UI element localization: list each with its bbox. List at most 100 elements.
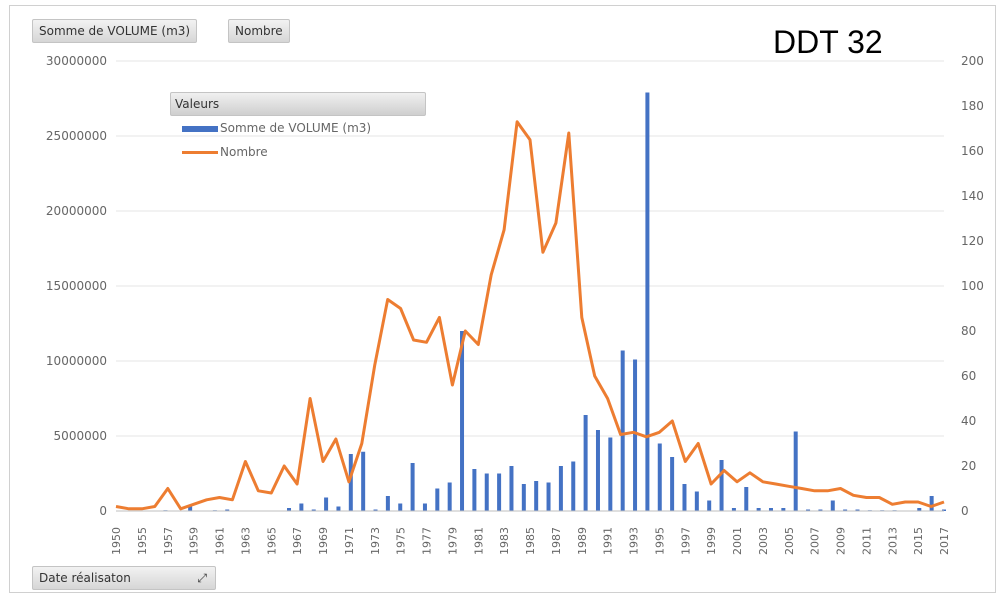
x-tick-label: 2015 [912,527,925,555]
left-tick-label: 10000000 [46,354,107,368]
volume-bar [311,509,316,511]
x-tick-label: 1973 [369,527,382,555]
left-tick-label: 30000000 [46,54,107,68]
x-tick-label: 1997 [679,527,692,555]
x-tick-label: 2003 [757,527,770,555]
watermark-text: DDT 32 [773,24,883,60]
x-tick-label: 1961 [214,527,227,555]
volume-bar [633,359,638,511]
volume-bar [287,508,292,511]
date-field-button[interactable]: Date réalisaton ⤢ [32,566,216,590]
volume-bar [546,482,551,511]
volume-bar [373,509,378,511]
volume-bar [781,508,786,511]
x-tick-label: 1993 [628,527,641,555]
volume-bar [558,466,563,511]
volume-bar [855,509,860,511]
x-tick-label: 1979 [446,527,459,555]
legend-title[interactable]: Valeurs [170,92,426,116]
right-tick-label: 100 [961,279,984,293]
volume-bar [843,509,848,511]
x-tick-label: 1959 [188,527,201,555]
x-tick-label: 1975 [395,527,408,555]
x-tick-label: 1999 [705,527,718,555]
volume-bar [806,509,811,511]
right-tick-label: 80 [961,324,976,338]
volume-bar [225,509,230,511]
volume-bar [917,508,922,511]
volume-bar [719,460,724,511]
volume-bar [336,506,341,511]
left-tick-label: 20000000 [46,204,107,218]
volume-bar [731,508,736,511]
volume-bar [756,508,761,511]
volume-bar [608,437,613,511]
volume-bar [188,506,193,511]
volume-bar [299,503,304,511]
volume-bar [410,463,415,511]
legend-label-count: Nombre [220,145,268,159]
x-tick-label: 2013 [886,527,899,555]
count-line [115,120,945,511]
volume-bar [509,466,514,511]
x-tick-label: 2007 [809,527,822,555]
volume-bar [682,484,687,511]
legend-item-volume: Somme de VOLUME (m3) [170,116,426,140]
date-field-label: Date réalisaton [39,571,131,585]
left-tick-label: 5000000 [54,429,107,443]
right-tick-label: 160 [961,144,984,158]
x-tick-label: 1971 [343,527,356,555]
volume-bar [707,500,712,511]
volume-bar [472,469,477,511]
volume-field-button[interactable]: Somme de VOLUME (m3) [32,19,198,43]
volume-bar [793,431,798,511]
x-tick-label: 1991 [602,527,615,555]
right-tick-label: 0 [961,504,969,518]
volume-bar [385,496,390,511]
x-tick-label: 1957 [162,527,175,555]
volume-bar [768,508,773,511]
volume-bar [744,487,749,511]
right-tick-label: 120 [961,234,984,248]
volume-bar [460,331,465,511]
volume-bar [818,509,823,511]
volume-bar [942,509,946,511]
volume-bar [447,482,452,511]
volume-bar [361,451,366,511]
x-tick-label: 1987 [550,527,563,555]
x-tick-label: 1981 [472,527,485,555]
volume-bar [497,473,502,511]
right-tick-label: 200 [961,54,984,68]
left-tick-label: 25000000 [46,129,107,143]
count-line-path [115,120,945,511]
x-tick-label: 1969 [317,527,330,555]
volume-bar [324,497,329,511]
volume-bar [398,503,403,511]
legend: Valeurs Somme de VOLUME (m3) Nombre [170,92,426,164]
x-tick-label: 2011 [860,527,873,555]
volume-bars [163,92,946,511]
volume-bar [571,461,576,511]
volume-bar [670,457,675,511]
count-field-button[interactable]: Nombre [228,19,290,43]
x-tick-label: 2009 [835,527,848,555]
x-tick-label: 2001 [731,527,744,555]
x-tick-label: 1950 [110,527,123,555]
legend-item-count: Nombre [170,140,426,164]
x-tick-label: 2005 [783,527,796,555]
volume-bar [595,430,600,511]
expand-arrow-icon[interactable]: ⤢ [197,571,207,585]
x-tick-label: 1963 [239,527,252,555]
x-tick-label: 1967 [291,527,304,555]
x-tick-label: 1995 [653,527,666,555]
x-tick-label: 1965 [265,527,278,555]
x-tick-label: 1985 [524,527,537,555]
x-axis: 1950 1955 1957 1959 1961 1963 1965 1967 1969 1971… [110,510,951,555]
left-axis: 0 5000000 10000000 15000000 20000000 25000000… [46,54,107,518]
right-tick-label: 40 [961,414,976,428]
legend-label-volume: Somme de VOLUME (m3) [220,121,372,135]
right-tick-label: 140 [961,189,984,203]
right-tick-label: 180 [961,99,984,113]
x-tick-label: 1977 [421,527,434,555]
